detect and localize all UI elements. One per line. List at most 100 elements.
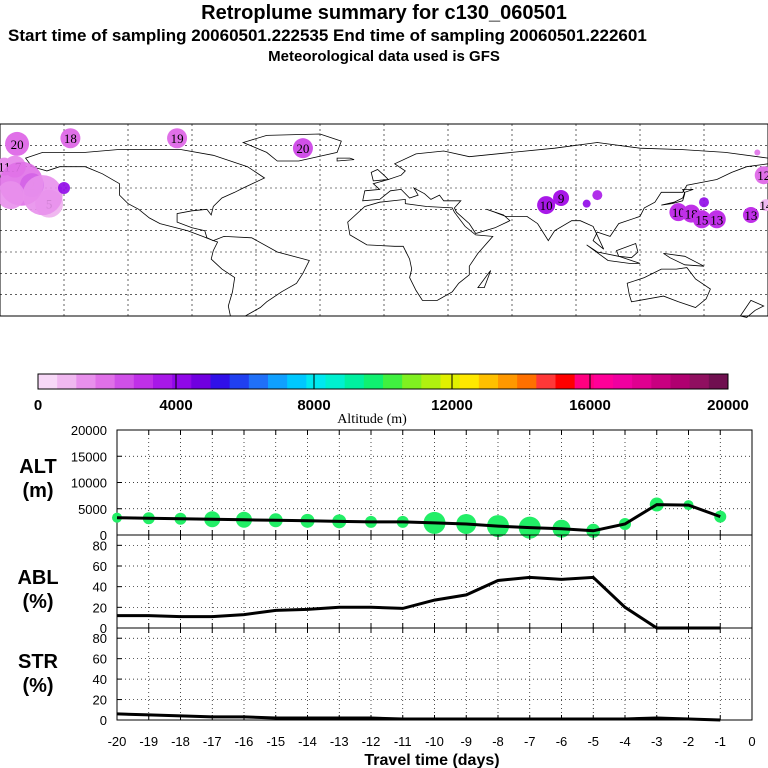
x-tick-label: -12 — [362, 734, 381, 749]
x-tick-label: -20 — [108, 734, 127, 749]
abl-panel-label: ABL (%) — [8, 566, 68, 614]
met-data-line: Meteorological data used is GFS — [268, 48, 500, 65]
colorbar-swatch — [306, 374, 326, 389]
colorbar-swatch — [76, 374, 96, 389]
colorbar-swatch — [459, 374, 480, 389]
colorbar-swatch — [248, 374, 269, 389]
colorbar-swatch — [689, 374, 710, 389]
map-coastlines — [24, 133, 768, 318]
coastline — [586, 244, 641, 264]
colorbar-swatch — [613, 374, 633, 389]
x-tick-label: -17 — [203, 734, 222, 749]
colorbar-swatch — [57, 374, 77, 389]
world-map: 1819202017112510910181513131214 — [0, 123, 768, 318]
x-tick-label: -6 — [556, 734, 568, 749]
x-tick-label: -5 — [587, 734, 599, 749]
plume-blob — [22, 175, 63, 216]
plume-label: 20 — [296, 141, 309, 156]
plume-marker — [537, 196, 556, 215]
plume-label: 13 — [744, 208, 757, 223]
x-tick-label: -3 — [651, 734, 663, 749]
map-graticule — [0, 124, 768, 316]
str-label-line1: STR — [18, 651, 58, 673]
colorbar-swatch — [632, 374, 652, 389]
plume-marker — [692, 210, 711, 229]
coastline — [661, 189, 694, 206]
abl-ytick-label: 60 — [93, 559, 107, 574]
colorbar-swatch — [344, 374, 365, 389]
plume-label: 15 — [695, 212, 708, 227]
x-tick-label: -13 — [330, 734, 349, 749]
colorbar-swatch — [517, 374, 537, 389]
plume-marker — [5, 131, 30, 156]
colorbar-tick-label: 0 — [34, 397, 42, 414]
coastline — [347, 198, 494, 301]
colorbar-swatch — [708, 374, 729, 389]
plume-label: 18 — [64, 131, 77, 146]
colorbar-swatch — [268, 374, 288, 389]
plume-blob — [754, 149, 761, 156]
plume-label: 9 — [558, 191, 565, 206]
coastline — [626, 267, 711, 308]
colorbar-swatch — [172, 374, 192, 389]
abl-frame — [116, 534, 753, 629]
abl-ytick-label: 80 — [93, 538, 107, 553]
colorbar-swatch — [498, 374, 518, 389]
plume-label: 11 — [0, 160, 11, 175]
x-axis-label: Travel time (days) — [364, 752, 499, 768]
colorbar-swatch — [287, 374, 307, 389]
str-panel-label: STR (%) — [8, 650, 68, 698]
coastline — [370, 169, 390, 182]
coastline — [210, 235, 310, 317]
x-tick-label: -2 — [683, 734, 695, 749]
coastline — [24, 149, 266, 241]
alt-label-line2: (m) — [22, 480, 54, 502]
coastline — [739, 299, 765, 318]
colorbar-swatch — [363, 374, 384, 389]
plume-blob — [582, 199, 591, 208]
colorbar-swatch — [210, 374, 231, 389]
str-panel: 80 60 40 20 0 — [93, 627, 753, 728]
str-ytick-label: 20 — [93, 693, 107, 708]
colorbar-swatch — [95, 374, 116, 389]
x-tick-label: -8 — [492, 734, 504, 749]
str-ytick-label: 0 — [100, 713, 107, 728]
alt-series-line — [116, 503, 721, 533]
colorbar-swatch — [593, 374, 614, 389]
abl-ytick-label: 20 — [93, 600, 107, 615]
x-tick-label: -15 — [266, 734, 285, 749]
coastline — [362, 142, 768, 250]
x-tick-label: -18 — [171, 734, 190, 749]
plume-marker — [754, 166, 768, 185]
str-series-line — [116, 712, 721, 722]
colorbar-frame — [37, 373, 729, 390]
str-ytick-label: 40 — [93, 672, 107, 687]
colorbar-swatch — [670, 374, 691, 389]
abl-ytick-label: 0 — [100, 621, 107, 636]
x-tick-label: -11 — [394, 734, 412, 749]
plume-blob — [699, 197, 709, 208]
plume-marker — [707, 210, 726, 229]
alt-ytick-label: 20000 — [71, 423, 107, 438]
alt-data-marker — [112, 512, 122, 523]
str-ytick-label: 80 — [93, 631, 107, 646]
colorbar-swatch — [440, 374, 461, 389]
colorbar-tick-label: 4000 — [159, 397, 192, 414]
colorbar-swatch — [478, 374, 499, 389]
plume-label: 20 — [11, 137, 24, 152]
colorbar-swatch — [191, 374, 211, 389]
x-tick-label: -10 — [425, 734, 444, 749]
colorbar-tick-label: 12000 — [431, 397, 473, 414]
x-tick-label: -1 — [714, 734, 726, 749]
plume-marker — [60, 128, 81, 149]
alt-ytick-label: 15000 — [71, 449, 107, 464]
colorbar-swatch — [133, 374, 154, 389]
plume-label: 12 — [757, 168, 768, 183]
colorbar-swatch — [402, 374, 422, 389]
abl-series-line — [117, 575, 721, 630]
plume-blob — [0, 181, 25, 210]
time-series-panels: 20000150001000050000806040200806040200-2… — [71, 423, 756, 749]
colorbar-swatch — [325, 374, 346, 389]
coastline — [663, 253, 705, 267]
